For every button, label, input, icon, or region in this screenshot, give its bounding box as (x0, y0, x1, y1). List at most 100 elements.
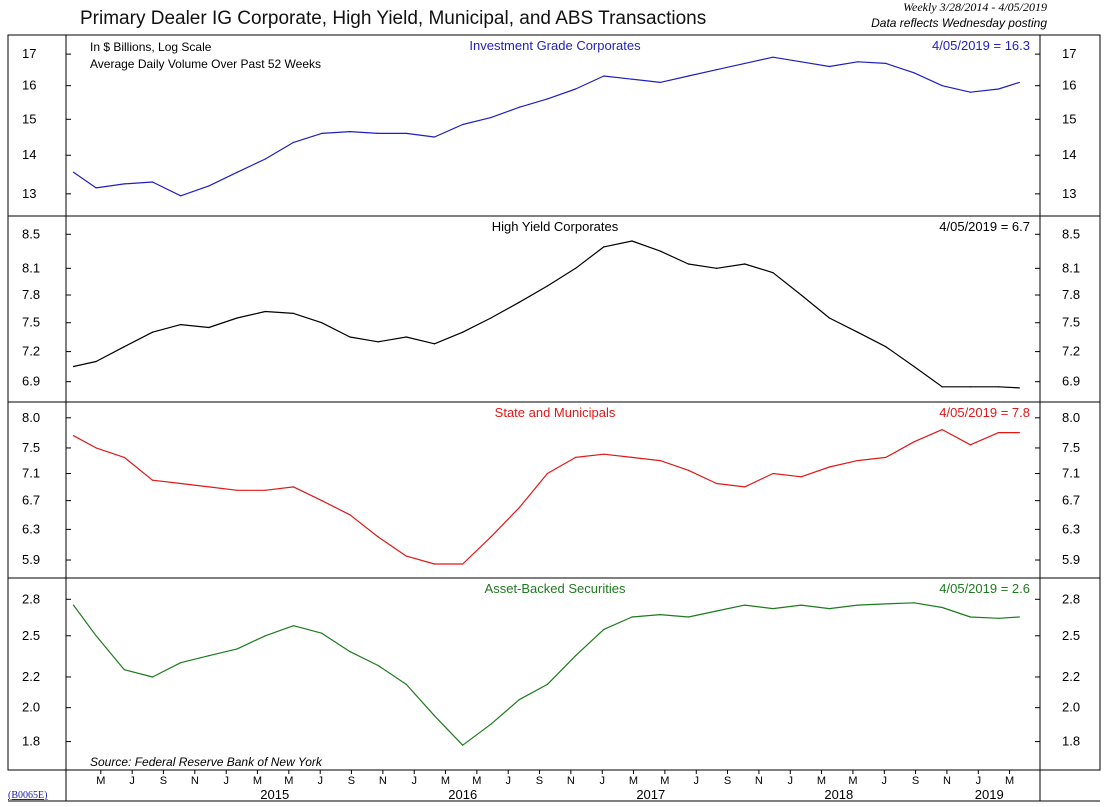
month-label: N (755, 775, 763, 787)
data-point (180, 324, 182, 326)
y-tick-label-right: 7.2 (1062, 344, 1080, 359)
month-label: J (223, 775, 229, 787)
data-point (941, 429, 943, 431)
data-point (292, 312, 295, 314)
data-point (180, 195, 182, 197)
data-point (208, 486, 210, 488)
data-point (913, 365, 915, 368)
data-point (292, 625, 295, 627)
data-point (292, 141, 295, 143)
panel-note: In $ Billions, Log Scale (90, 40, 212, 54)
data-point (772, 608, 774, 610)
month-label: M (848, 775, 857, 787)
data-point (151, 181, 154, 183)
data-point (208, 185, 210, 187)
data-point (518, 106, 520, 108)
series-line-1 (73, 240, 1020, 389)
data-point (377, 341, 379, 343)
month-label: M (284, 775, 293, 787)
data-point (264, 489, 266, 491)
y-tick-label-right: 7.5 (1062, 440, 1080, 455)
y-tick-label-left: 2.2 (22, 669, 40, 684)
series-title: State and Municipals (495, 405, 616, 420)
data-point (715, 69, 718, 71)
data-point (885, 346, 887, 348)
y-tick-label-left: 1.8 (22, 734, 40, 749)
y-tick-label-right: 8.5 (1062, 226, 1080, 241)
data-point (546, 285, 548, 287)
month-label: J (600, 775, 606, 787)
data-point (321, 132, 323, 134)
data-point (490, 116, 492, 119)
y-tick-label-right: 7.1 (1062, 466, 1080, 481)
y-tick-label-left: 5.9 (22, 552, 40, 567)
y-tick-label-right: 16 (1062, 78, 1076, 93)
data-point (603, 75, 605, 77)
data-point (772, 272, 774, 274)
data-point (236, 171, 238, 173)
data-point (631, 456, 633, 458)
year-label: 2017 (636, 787, 665, 802)
y-tick-label-right: 2.8 (1062, 591, 1080, 606)
y-tick-label-left: 6.9 (22, 374, 40, 389)
month-label: J (788, 775, 794, 787)
data-point (264, 635, 266, 637)
data-point (857, 61, 859, 63)
data-point (631, 78, 633, 80)
month-label: J (411, 775, 417, 787)
year-label: 2016 (448, 787, 477, 802)
data-point (744, 486, 746, 488)
data-point (603, 453, 605, 455)
month-label: N (191, 775, 199, 787)
data-point (236, 648, 238, 650)
data-point (433, 343, 436, 345)
data-point (687, 75, 689, 77)
month-label: S (724, 775, 731, 787)
data-point (349, 336, 351, 338)
data-point (857, 331, 859, 333)
month-label: M (253, 775, 262, 787)
data-point (264, 310, 266, 313)
data-point (462, 123, 464, 126)
y-tick-label-right: 7.5 (1062, 315, 1080, 330)
data-point (715, 482, 718, 485)
data-point (913, 441, 915, 443)
data-point (433, 563, 436, 565)
data-point (828, 317, 831, 319)
y-tick-label-right: 6.9 (1062, 374, 1080, 389)
month-label: M (441, 775, 450, 787)
latest-value-label: 4/05/2019 = 7.8 (939, 405, 1030, 420)
data-point (349, 651, 351, 653)
data-point (998, 88, 1000, 90)
data-point (800, 476, 802, 478)
y-tick-label-right: 2.5 (1062, 628, 1080, 643)
chart-code-link[interactable]: (B0065E) (8, 790, 48, 801)
data-point (95, 447, 97, 449)
data-point (603, 246, 605, 248)
year-label: 2015 (260, 787, 289, 802)
data-point (151, 331, 154, 333)
y-tick-label-left: 6.3 (22, 521, 40, 536)
y-tick-label-right: 14 (1062, 147, 1076, 162)
data-point (828, 65, 831, 68)
data-point (828, 608, 831, 610)
month-label: J (694, 775, 700, 787)
month-label: M (817, 775, 826, 787)
month-label: M (96, 775, 105, 787)
month-label: M (660, 775, 669, 787)
data-point (377, 664, 379, 667)
data-point (941, 85, 943, 87)
month-label: J (317, 775, 323, 787)
y-tick-label-left: 8.1 (22, 260, 40, 275)
data-point (321, 632, 323, 634)
data-point (462, 563, 464, 565)
data-point (349, 514, 351, 516)
y-tick-label-left: 6.7 (22, 493, 40, 508)
data-point (659, 459, 661, 462)
y-tick-label-left: 7.1 (22, 466, 40, 481)
month-label: S (160, 775, 167, 787)
data-point (180, 662, 182, 664)
series-title: Investment Grade Corporates (469, 38, 641, 53)
data-point (236, 317, 238, 319)
data-point (941, 386, 943, 388)
